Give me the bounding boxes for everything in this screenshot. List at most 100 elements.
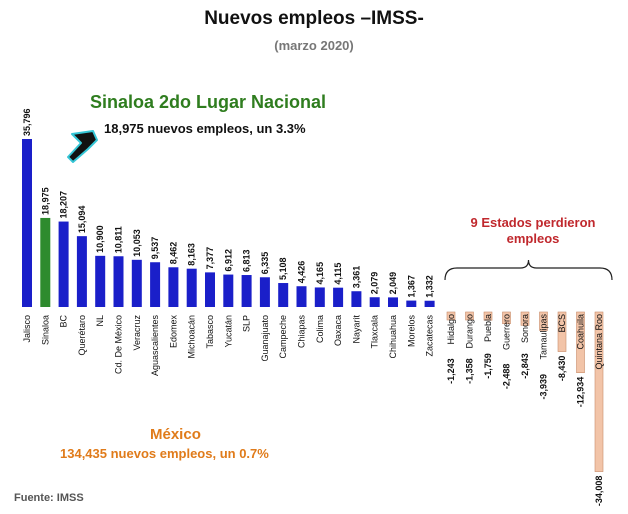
highlight-title: Sinaloa 2do Lugar Nacional	[90, 92, 327, 112]
losses-note: 9 Estados perdieron empleos	[438, 215, 628, 247]
value-label-chiapas: 4,426	[297, 261, 307, 284]
bar-guanajuato	[259, 277, 270, 307]
value-label-tamaulipas: -3,939	[539, 374, 549, 400]
value-label-coahuila: -12,934	[576, 377, 586, 408]
tick-label-sonora: Sonora	[520, 314, 530, 343]
tick-label-cd-de-mexico: Cd. De México	[114, 315, 124, 374]
bar-zacatecas	[424, 300, 435, 307]
bar-hidalgo	[446, 311, 456, 321]
value-label-nl: 10,900	[95, 225, 105, 253]
tick-label-guerrero: Guerrero	[502, 314, 512, 350]
bar-nayarit	[351, 291, 362, 307]
tick-label-bcs: BCS	[557, 314, 567, 333]
value-label-sonora: -2,843	[520, 353, 530, 379]
tick-label-veracruz: Veracruz	[132, 315, 142, 351]
tick-label-tlaxcala: Tlaxcala	[370, 315, 380, 349]
bar-puebla	[483, 311, 493, 321]
value-label-bc: 18,207	[59, 191, 69, 219]
tick-label-nl: NL	[95, 315, 105, 327]
tick-label-colima: Colima	[315, 315, 325, 343]
tick-label-quintana-roo: Quintana Roo	[594, 314, 604, 370]
national-title: México	[150, 426, 201, 443]
value-label-aguascalientes: 9,537	[150, 237, 160, 260]
value-label-nayarit: 3,361	[351, 266, 361, 289]
tick-label-hidalgo: Hidalgo	[446, 314, 456, 345]
value-label-slp: 6,813	[242, 249, 252, 272]
value-label-michoacan: 8,163	[187, 243, 197, 266]
highlight-subtitle: 18,975 nuevos empleos, un 3.3%	[104, 121, 306, 136]
source-note: Fuente: IMSS	[14, 492, 84, 504]
tick-label-sinaloa: Sinaloa	[40, 315, 50, 345]
bar-sonora	[520, 311, 530, 326]
value-label-colima: 4,165	[315, 262, 325, 285]
bar-queretaro	[76, 236, 87, 307]
bar-chihuahua	[388, 297, 398, 307]
value-label-hidalgo: -1,243	[446, 358, 456, 384]
bar-oaxaca	[333, 287, 344, 307]
tick-label-jalisco: Jalisco	[22, 315, 32, 343]
bar-jalisco	[22, 139, 32, 307]
tick-label-bc: BC	[59, 315, 69, 328]
bar-chiapas	[296, 286, 307, 307]
losses-note-line1: 9 Estados perdieron	[470, 215, 596, 230]
value-label-jalisco: 35,796	[22, 108, 32, 136]
value-label-morelos: 1,367	[406, 275, 416, 298]
bar-bc	[58, 221, 69, 307]
chart-title: Nuevos empleos –IMSS-	[204, 8, 424, 29]
tick-label-coahuila: Coahuila	[576, 314, 586, 350]
tick-label-durango: Durango	[465, 314, 475, 349]
tick-label-chihuahua: Chihuahua	[388, 315, 398, 359]
bar-edomex	[168, 267, 179, 307]
tick-label-tabasco: Tabasco	[205, 315, 215, 349]
tick-label-chiapas: Chiapas	[297, 315, 307, 349]
tick-label-slp: SLP	[242, 315, 252, 332]
labels-group: Jalisco 35,796 Sinaloa 18,975 BC 18,207 Querét…	[22, 108, 604, 506]
bar-slp	[241, 275, 252, 307]
bars-group	[22, 139, 604, 472]
tick-label-queretaro: Querétaro	[77, 315, 87, 356]
losses-note-line2: empleos	[506, 231, 560, 246]
value-label-tabasco: 7,377	[205, 247, 215, 270]
tick-label-puebla: Puebla	[483, 314, 493, 342]
value-label-edomex: 8,462	[168, 242, 178, 265]
bar-cd-de-mexico	[113, 256, 124, 307]
bar-morelos	[406, 300, 417, 307]
value-label-durango: -1,358	[465, 358, 475, 384]
value-label-cd-de-mexico: 10,811	[114, 226, 124, 253]
tick-label-guanajuato: Guanajuato	[260, 315, 270, 362]
bar-campeche	[278, 283, 289, 307]
bar-veracruz	[131, 259, 142, 307]
bar-guerrero	[502, 311, 511, 324]
value-label-queretaro: 15,094	[77, 206, 87, 234]
value-label-bcs: -8,430	[557, 356, 567, 382]
tick-label-campeche: Campeche	[278, 315, 288, 359]
value-label-tlaxcala: 2,079	[370, 272, 380, 295]
tick-label-morelos: Morelos	[406, 315, 416, 348]
value-label-zacatecas: 1,332	[425, 275, 435, 298]
bar-yucatan	[223, 274, 234, 307]
tick-label-edomex: Edomex	[168, 315, 178, 349]
bar-michoacan	[186, 268, 197, 307]
tick-label-michoacan: Michoacán	[187, 315, 197, 359]
value-label-puebla: -1,759	[483, 353, 493, 379]
losses-brace	[444, 259, 613, 281]
bar-tlaxcala	[369, 297, 380, 307]
bar-sinaloa	[40, 217, 51, 307]
bar-bcs	[557, 311, 567, 352]
arrow-icon	[67, 130, 98, 163]
bar-colima	[314, 287, 325, 307]
value-label-quintana-roo: -34,008	[594, 476, 604, 507]
tick-label-yucatan: Yucatán	[223, 315, 233, 348]
value-label-sinaloa: 18,975	[40, 187, 50, 215]
bar-tabasco	[205, 272, 215, 307]
national-subtitle: 134,435 nuevos empleos, un 0.7%	[60, 446, 269, 461]
value-label-guerrero: -2,488	[502, 364, 512, 390]
bar-coahuila	[576, 311, 585, 374]
tick-label-nayarit: Nayarit	[351, 315, 361, 344]
tick-label-zacatecas: Zacatecas	[425, 315, 435, 357]
chart-subtitle: (marzo 2020)	[274, 38, 354, 53]
value-label-veracruz: 10,053	[132, 229, 142, 257]
value-label-yucatan: 6,912	[223, 249, 233, 272]
value-label-oaxaca: 4,115	[333, 263, 343, 285]
